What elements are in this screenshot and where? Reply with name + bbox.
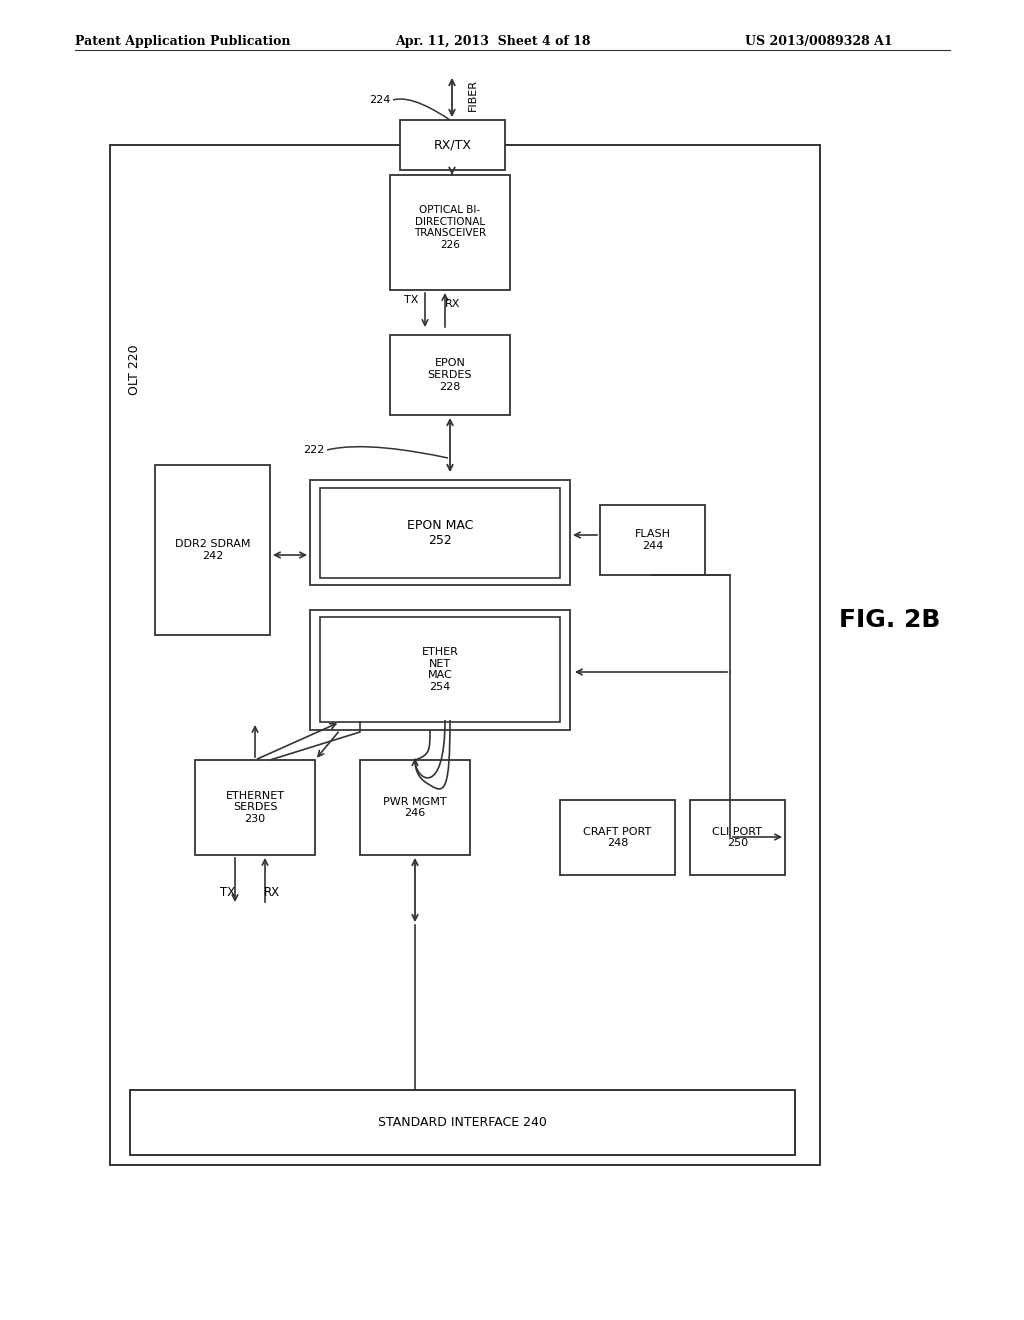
Text: ETHERNET
SERDES
230: ETHERNET SERDES 230 xyxy=(225,791,285,824)
Bar xyxy=(600,506,705,576)
Text: RX: RX xyxy=(264,886,280,899)
Bar xyxy=(390,176,510,290)
Text: OLT 220: OLT 220 xyxy=(128,345,141,395)
Text: FIBER: FIBER xyxy=(468,79,478,111)
Bar xyxy=(360,760,470,855)
Text: US 2013/0089328 A1: US 2013/0089328 A1 xyxy=(745,36,893,48)
Bar xyxy=(319,488,560,578)
Bar xyxy=(310,610,570,730)
Text: OPTICAL BI-
DIRECTIONAL
TRANSCEIVER
226: OPTICAL BI- DIRECTIONAL TRANSCEIVER 226 xyxy=(414,205,486,249)
Bar xyxy=(310,480,570,585)
Bar xyxy=(690,800,785,875)
Text: TX: TX xyxy=(403,294,418,305)
Text: Apr. 11, 2013  Sheet 4 of 18: Apr. 11, 2013 Sheet 4 of 18 xyxy=(395,36,591,48)
Text: ETHER
NET
MAC
254: ETHER NET MAC 254 xyxy=(422,647,459,692)
Text: PWR MGMT
246: PWR MGMT 246 xyxy=(383,797,446,818)
Bar xyxy=(400,120,505,170)
Text: RX: RX xyxy=(445,300,461,309)
Bar xyxy=(560,800,675,875)
Text: Patent Application Publication: Patent Application Publication xyxy=(75,36,291,48)
Text: CRAFT PORT
248: CRAFT PORT 248 xyxy=(584,826,651,849)
Text: EPON MAC
252: EPON MAC 252 xyxy=(407,519,473,546)
Text: STANDARD INTERFACE 240: STANDARD INTERFACE 240 xyxy=(378,1115,547,1129)
Text: 224: 224 xyxy=(369,95,390,106)
Text: RX/TX: RX/TX xyxy=(433,139,471,152)
Bar xyxy=(110,145,820,1166)
Text: TX: TX xyxy=(220,886,236,899)
Bar xyxy=(390,335,510,414)
Bar xyxy=(319,616,560,722)
Text: EPON
SERDES
228: EPON SERDES 228 xyxy=(428,359,472,392)
Text: 222: 222 xyxy=(304,445,325,455)
Bar xyxy=(195,760,315,855)
Bar xyxy=(130,1090,795,1155)
Text: FIG. 2B: FIG. 2B xyxy=(840,609,941,632)
Text: CLI PORT
250: CLI PORT 250 xyxy=(713,826,763,849)
Text: FLASH
244: FLASH 244 xyxy=(635,529,671,550)
Bar xyxy=(155,465,270,635)
Text: DDR2 SDRAM
242: DDR2 SDRAM 242 xyxy=(175,539,250,561)
